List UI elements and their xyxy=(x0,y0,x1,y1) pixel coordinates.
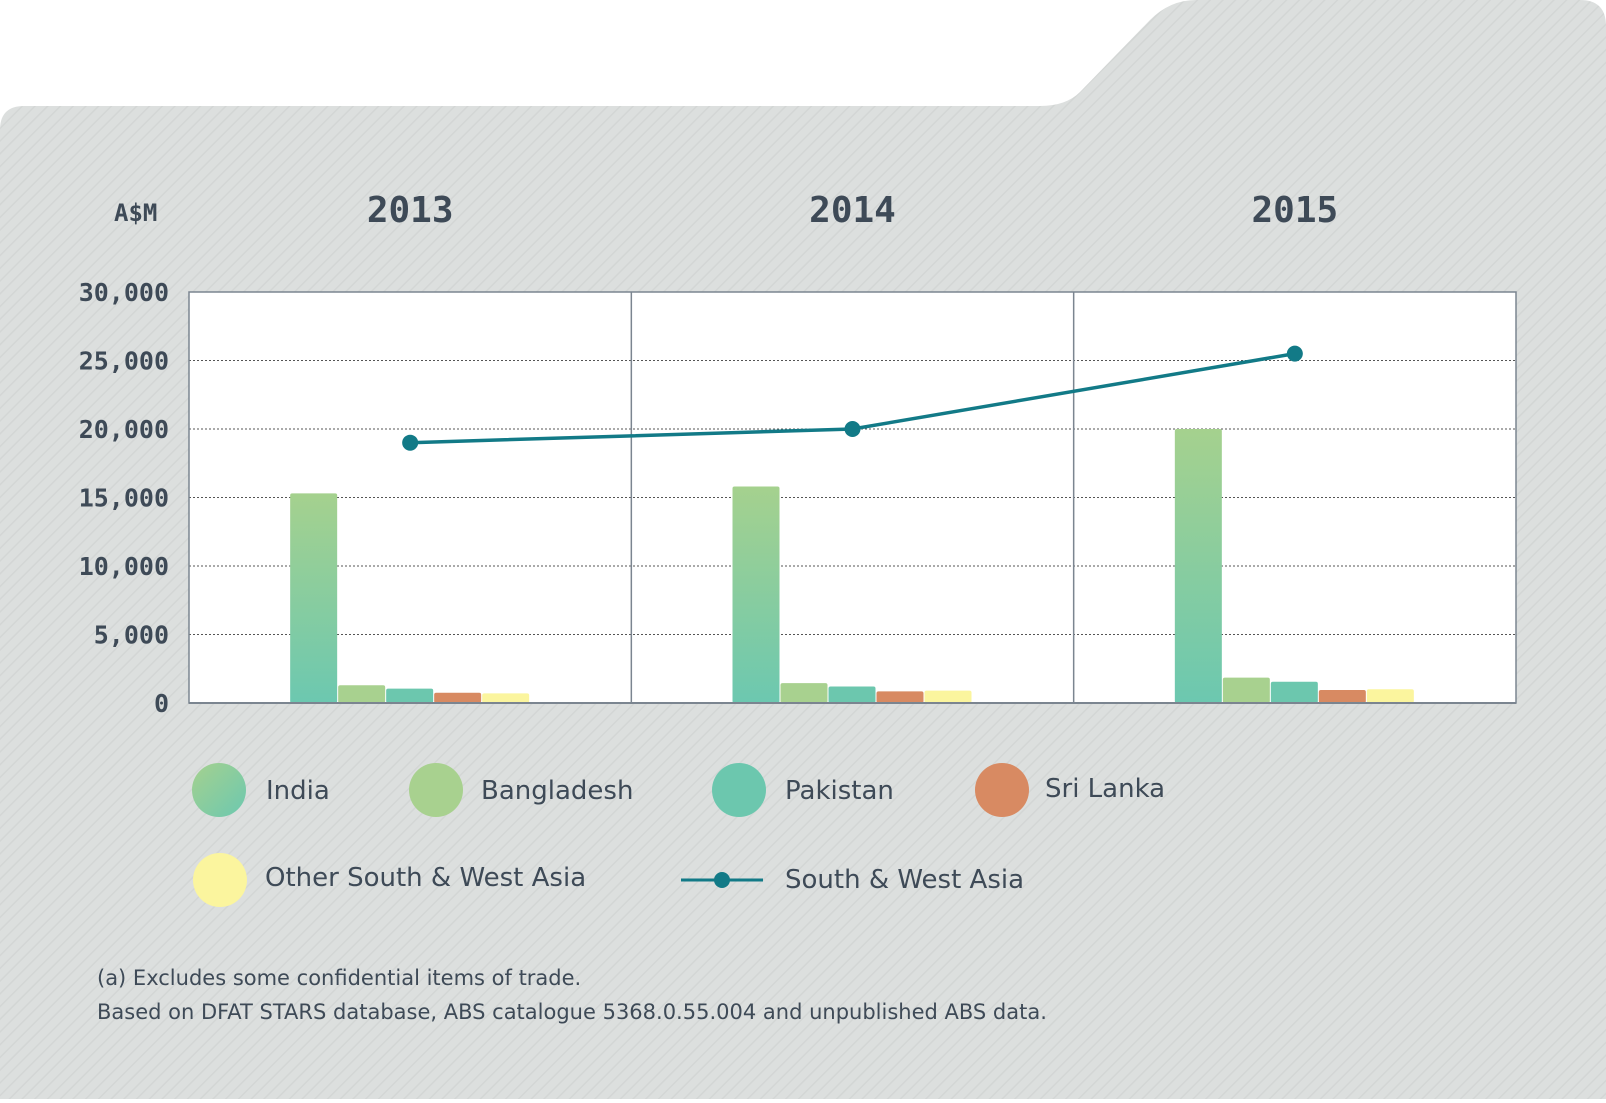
legend-swatch xyxy=(409,763,463,817)
y-tick-label: 15,000 xyxy=(79,484,169,513)
bar-india xyxy=(290,493,338,703)
bar-other-south-west-asia xyxy=(924,690,972,703)
bar-pakistan xyxy=(828,686,876,703)
bar-sri-lanka xyxy=(876,691,924,703)
bar-other-south-west-asia xyxy=(1366,689,1414,703)
category-label: 2013 xyxy=(367,190,454,231)
category-label: 2015 xyxy=(1251,190,1338,231)
y-tick-label: 20,000 xyxy=(79,415,169,444)
y-tick-label: 5,000 xyxy=(94,621,169,650)
bar-sri-lanka xyxy=(1318,689,1366,703)
bar-bangladesh xyxy=(780,683,828,703)
legend-swatch xyxy=(712,763,766,817)
category-label: 2014 xyxy=(809,190,896,231)
y-unit-label: A$M xyxy=(114,199,157,227)
line-point xyxy=(1286,345,1303,362)
legend-swatch xyxy=(975,763,1029,817)
y-tick-label: 30,000 xyxy=(79,278,169,307)
legend-label: Bangladesh xyxy=(481,776,633,806)
footnote-2: Based on DFAT STARS database, ABS catalo… xyxy=(97,1000,1047,1024)
legend-label: Pakistan xyxy=(785,776,894,806)
line-point xyxy=(844,421,861,437)
bar-bangladesh xyxy=(1222,677,1270,703)
y-tick-label: 0 xyxy=(154,689,169,718)
bar-other-south-west-asia xyxy=(482,693,530,703)
legend-label: India xyxy=(266,776,330,806)
legend-label: Sri Lanka xyxy=(1045,774,1165,804)
bar-pakistan xyxy=(1270,681,1318,703)
legend-label: South & West Asia xyxy=(785,865,1024,895)
y-tick-label: 25,000 xyxy=(79,347,169,376)
bar-pakistan xyxy=(386,688,434,703)
bar-india xyxy=(1174,429,1222,703)
plot-area xyxy=(189,292,1516,703)
legend-swatch xyxy=(192,763,246,817)
legend-line-marker xyxy=(714,872,730,888)
bar-india xyxy=(732,486,780,703)
bar-bangladesh xyxy=(338,685,386,703)
footnote-1: (a) Excludes some confidential items of … xyxy=(97,966,581,990)
legend-label: Other South & West Asia xyxy=(265,863,586,893)
y-tick-label: 10,000 xyxy=(79,552,169,581)
legend-swatch xyxy=(193,853,247,907)
line-point xyxy=(402,434,419,451)
bar-sri-lanka xyxy=(434,692,482,703)
